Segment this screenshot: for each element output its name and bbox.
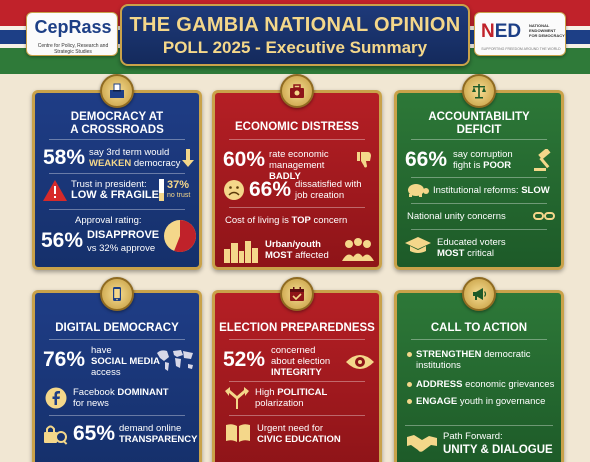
action-bullet-1: STRENGTHEN democratic institutions bbox=[407, 349, 531, 371]
split-arrows-icon bbox=[225, 387, 249, 409]
economy-stat-text: rate economic management BADLY bbox=[269, 149, 329, 182]
page-subtitle: POLL 2025 - Executive Summary bbox=[162, 38, 428, 57]
page-title: THE GAMBIA NATIONAL OPINION bbox=[129, 14, 461, 36]
lock-search-icon bbox=[44, 425, 68, 445]
panel-action: CALL TO ACTION STRENGTHEN democratic ins… bbox=[394, 290, 564, 462]
ned-logo: NED NATIONAL ENDOWMENT FOR DEMOCRACY SUP… bbox=[474, 12, 566, 56]
ceprass-logo-subtitle: Centre for Policy, Research and Strategi… bbox=[37, 43, 109, 55]
sad-face-icon bbox=[224, 180, 244, 200]
smartphone-medallion bbox=[100, 277, 134, 311]
panel-digital-title: DIGITAL DEMOCRACY bbox=[55, 322, 179, 334]
unity-text: National unity concerns bbox=[407, 211, 506, 222]
facebook-icon bbox=[45, 387, 67, 409]
world-map-icon bbox=[157, 350, 193, 371]
jobs-stat-value: 66% bbox=[249, 178, 292, 201]
panel-democracy: DEMOCRACY AT A CROSSROADS 58% say 3rd te… bbox=[32, 90, 202, 270]
educated-voters-text: Educated voters MOST critical bbox=[437, 237, 506, 259]
ballot-box-medallion bbox=[100, 74, 134, 108]
briefcase-medallion bbox=[280, 74, 314, 108]
panel-action-title: CALL TO ACTION bbox=[430, 322, 528, 334]
ballot-calendar-icon bbox=[290, 287, 304, 301]
ceprass-logo: CepRass Centre for Policy, Research and … bbox=[26, 12, 118, 56]
path-forward-emph: UNITY & DIALOGUE bbox=[443, 444, 553, 456]
transparency-stat-text: demand online TRANSPARENCY bbox=[119, 423, 198, 445]
approval-label: Approval rating: bbox=[75, 215, 142, 226]
path-forward-label: Path Forward: bbox=[443, 431, 503, 442]
ned-logo-tagline: SUPPORTING FREEDOM AROUND THE WORLD bbox=[481, 47, 561, 51]
weaken-stat-value: 58% bbox=[43, 146, 86, 169]
trust-text: Trust in president: LOW & FRAGILE bbox=[71, 179, 159, 201]
path-forward-box bbox=[405, 425, 553, 459]
approval-value: 56% bbox=[41, 229, 84, 252]
panel-economic-title: ECONOMIC DISTRESS bbox=[235, 121, 359, 133]
civic-education-text: Urgent need for CIVIC EDUCATION bbox=[257, 423, 341, 445]
panel-accountability-title: ACCOUNTABILITY DEFICIT bbox=[428, 111, 530, 136]
briefcase-money-icon bbox=[290, 84, 304, 98]
city-skyline-icon bbox=[224, 241, 258, 263]
integrity-stat-value: 52% bbox=[223, 348, 266, 371]
ned-logo-subtitle: NATIONAL ENDOWMENT FOR DEMOCRACY bbox=[529, 23, 565, 38]
eye-icon bbox=[346, 355, 374, 369]
panel-election-title: ELECTION PREPAREDNESS bbox=[219, 322, 375, 334]
panel-digital: DIGITAL DEMOCRACY 76% have SOCIAL MEDIA … bbox=[32, 290, 202, 462]
action-bullet-3: ENGAGE youth in governance bbox=[407, 396, 545, 407]
polarization-text: High POLITICAL polarization bbox=[255, 387, 328, 409]
turtle-icon bbox=[408, 184, 429, 197]
jobs-stat-text: dissatisfied with job creation bbox=[295, 179, 362, 201]
cost-of-living-text: Cost of living is TOP concern bbox=[225, 215, 348, 226]
transparency-stat-value: 65% bbox=[73, 422, 116, 445]
gavel-icon bbox=[534, 149, 551, 171]
down-arrow-icon bbox=[182, 149, 194, 167]
panel-accountability: ACCOUNTABILITY DEFICIT 66% say corruptio… bbox=[394, 90, 564, 270]
trust-value: 37% bbox=[167, 179, 190, 191]
ned-logo-name: NED bbox=[481, 21, 522, 42]
corruption-stat-text: say corruption fight is POOR bbox=[453, 149, 513, 171]
trust-note: no trust bbox=[167, 192, 191, 199]
scales-icon bbox=[472, 84, 486, 99]
action-bullet-2: ADDRESS economic grievances bbox=[407, 379, 554, 390]
corruption-stat-value: 66% bbox=[405, 148, 448, 171]
social-media-stat-value: 76% bbox=[43, 348, 86, 371]
weaken-stat-text: say 3rd term would WEAKEN democracy bbox=[89, 147, 181, 169]
warning-icon bbox=[43, 180, 67, 201]
open-book-icon bbox=[226, 424, 250, 442]
integrity-stat-text: concerned about election INTEGRITY bbox=[271, 345, 331, 378]
approval-emph: DISAPPROVE bbox=[87, 229, 160, 241]
people-group-icon bbox=[342, 238, 374, 261]
panel-democracy-title: DEMOCRACY AT A CROSSROADS bbox=[70, 111, 164, 136]
approval-pie-icon bbox=[164, 220, 196, 252]
panel-economic: ECONOMIC DISTRESS 60% rate economic mana… bbox=[212, 90, 382, 270]
handshake-icon bbox=[407, 435, 437, 452]
header: CepRass Centre for Policy, Research and … bbox=[0, 0, 590, 74]
approval-vs: vs 32% approve bbox=[87, 243, 156, 254]
graduation-cap-icon bbox=[405, 237, 431, 253]
broken-chain-icon bbox=[533, 212, 555, 220]
ceprass-logo-name: CepRass bbox=[34, 17, 112, 37]
urban-youth-text: Urban/youth MOST affected bbox=[265, 239, 329, 261]
social-media-stat-text: have SOCIAL MEDIA access bbox=[91, 345, 160, 378]
megaphone-medallion bbox=[462, 277, 496, 311]
megaphone-icon bbox=[473, 288, 487, 300]
facebook-text: Facebook DOMINANT for news bbox=[73, 387, 169, 409]
ballot-box-icon bbox=[110, 83, 124, 98]
smartphone-icon bbox=[113, 287, 121, 301]
trust-bar bbox=[159, 179, 164, 201]
ballot-calendar-medallion bbox=[280, 277, 314, 311]
thumbs-down-icon bbox=[357, 152, 371, 168]
title-banner: THE GAMBIA NATIONAL OPINION POLL 2025 - … bbox=[120, 4, 470, 66]
scales-medallion bbox=[462, 74, 496, 108]
economy-stat-value: 60% bbox=[223, 148, 266, 171]
panel-election: ELECTION PREPAREDNESS 52% concerned abou… bbox=[212, 290, 382, 462]
reforms-text: Institutional reforms: SLOW bbox=[433, 185, 550, 196]
